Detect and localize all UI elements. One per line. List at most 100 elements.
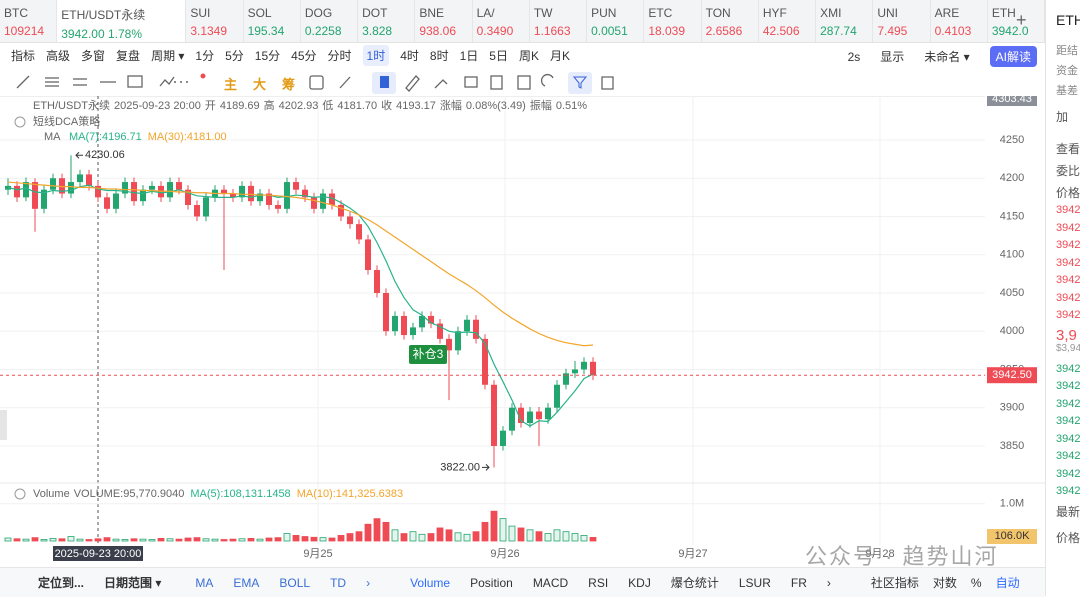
candle-body [482, 338, 488, 385]
period-button[interactable]: 5分 [225, 49, 244, 63]
period-button[interactable]: 15分 [254, 49, 281, 63]
pane-button[interactable]: RSI [588, 575, 609, 590]
period-button[interactable]: 5日 [489, 49, 508, 63]
ticker-tab[interactable]: ETH/USDT永续 3942.00 1.78% [57, 0, 187, 42]
candle-body [50, 178, 56, 190]
toolbar-button[interactable]: 复盘 [116, 49, 141, 63]
period-button[interactable]: 1日 [459, 49, 479, 63]
period-button[interactable]: 1时 [362, 45, 390, 66]
ticker-tab[interactable]: TW 1.1663 [530, 0, 588, 42]
ticker-tab[interactable]: UNI 7.495 [873, 0, 931, 42]
volume-bar [490, 510, 498, 542]
ticker-price: 195.34 [247, 24, 285, 38]
pane-button[interactable]: 爆仓统计 [670, 576, 719, 590]
volume-bar [274, 537, 282, 542]
candle-body [41, 189, 47, 209]
ticker-tab[interactable]: XMI 287.74 [816, 0, 874, 42]
ticker-price: 938.06 [419, 24, 457, 38]
pane-button[interactable]: KDJ [628, 575, 651, 590]
candle-body [473, 319, 479, 339]
ticker-tab[interactable]: SUI 3.1349 [186, 0, 244, 42]
candle-body [419, 315, 425, 328]
ticker-name: BTC [4, 6, 28, 20]
pane-button[interactable]: MACD [532, 575, 569, 590]
ticker-tab[interactable]: PUN 0.0051 [587, 0, 645, 42]
bottom-button[interactable]: 定位到... [38, 576, 85, 590]
period-button[interactable]: 4时 [400, 49, 419, 63]
toolbar-layout[interactable]: 未命名 ▾ [924, 50, 970, 64]
candle-body [446, 338, 452, 351]
ticker-tab[interactable]: ETC 18.039 [644, 0, 702, 42]
period-button[interactable]: 8时 [429, 49, 449, 63]
toolbar-display[interactable]: 显示 [880, 50, 905, 64]
info-item: 收 [381, 98, 392, 112]
candle-body [455, 331, 461, 351]
volume-bar [589, 537, 597, 542]
bottom-bar: 定位到... 日期范围 ▾ MA EMA BOLL TD › Volume Position MA… [0, 567, 1045, 597]
candle-body [167, 182, 173, 198]
indicator-button[interactable]: MA [195, 575, 214, 590]
volume-bar [535, 531, 543, 542]
draw-tool[interactable]: 大 [253, 77, 267, 92]
bottom-setting[interactable]: % [970, 575, 982, 590]
last-price-bg [987, 367, 1037, 384]
pane-button[interactable]: LSUR [738, 575, 771, 590]
last-price-label: 3942.50 [992, 369, 1032, 381]
pane-button[interactable]: Position [470, 575, 513, 590]
period-button[interactable]: 1分 [195, 49, 215, 63]
icon [14, 116, 26, 128]
ticker-tab[interactable]: TON 2.6586 [702, 0, 759, 42]
add-tab[interactable]: + [1016, 10, 1027, 30]
ticker-tab[interactable]: LA/0.3490 [473, 0, 530, 42]
toolbar-button[interactable]: 多窗 [81, 49, 106, 63]
side-text: 3942 [1056, 397, 1080, 410]
period-button[interactable]: 分时 [327, 49, 352, 63]
toolbar-refresh[interactable]: 2s [847, 49, 861, 64]
period-button[interactable]: 月K [549, 49, 570, 63]
bottom-setting[interactable]: 社区指标 [870, 576, 919, 590]
draw-tool[interactable]: 筹 [282, 77, 296, 92]
ticker-tab[interactable]: DOG 0.2258 [301, 0, 359, 42]
ticker-tab[interactable]: BTC 109214 [0, 0, 58, 42]
bottom-setting[interactable]: 自动 [995, 576, 1020, 590]
pane-button[interactable]: FR [790, 575, 807, 590]
candle-body [266, 193, 272, 206]
side-text: $3,94 [1056, 342, 1080, 354]
candle-body [23, 182, 29, 198]
volume-bar [571, 533, 579, 542]
bottom-setting[interactable]: 对数 [932, 576, 957, 590]
ticker-tab[interactable]: ARE 0.4103 [931, 0, 988, 42]
marker: 补仓3 [413, 347, 444, 361]
toolbar-ai[interactable]: AI解读 [989, 46, 1037, 67]
ticker-tab[interactable]: BNE 938.06 [415, 0, 473, 42]
ticker-tab[interactable]: SOL 195.34 [244, 0, 301, 42]
candle-body [347, 216, 353, 225]
indicator-button[interactable]: EMA [233, 575, 260, 590]
indicator-button[interactable]: › [366, 575, 371, 590]
ma-label: MA [44, 131, 61, 143]
side-text: 资金 [1056, 65, 1078, 77]
period-button[interactable]: 45分 [291, 49, 317, 63]
indicator-button[interactable]: TD [330, 575, 347, 590]
toolbar-button[interactable]: 高级 [46, 49, 71, 63]
toolbar-button[interactable]: 周期 ▾ [151, 49, 185, 63]
toolbar-button[interactable]: 指标 [11, 49, 36, 63]
indicator-button[interactable]: BOLL [279, 575, 311, 590]
draw-tool[interactable]: 主 [224, 77, 238, 92]
toolbar-right: 2s 显示 未命名 ▾ AI解读 [828, 46, 1037, 67]
ticker-tab[interactable]: HYF 42.506 [759, 0, 817, 42]
ticker-price: 1.1663 [533, 24, 571, 38]
pane-button[interactable]: › [826, 575, 831, 590]
bottom-button[interactable]: 日期范围 ▾ [104, 576, 162, 590]
ticker-tab[interactable]: DOT 3.828 [358, 0, 416, 42]
y-tick-label: 4100 [1000, 249, 1024, 261]
candle-body [401, 315, 407, 336]
period-button[interactable]: 周K [518, 49, 539, 63]
side-text: 最新 [1056, 504, 1080, 519]
volume-bar [238, 538, 246, 542]
volume-bar [148, 539, 156, 542]
ticker-tab[interactable]: ETH 3942.0 [988, 0, 1046, 42]
pane-button[interactable]: Volume [410, 575, 451, 590]
volume-bar [373, 518, 381, 542]
ticker-name: HYF [762, 6, 787, 20]
